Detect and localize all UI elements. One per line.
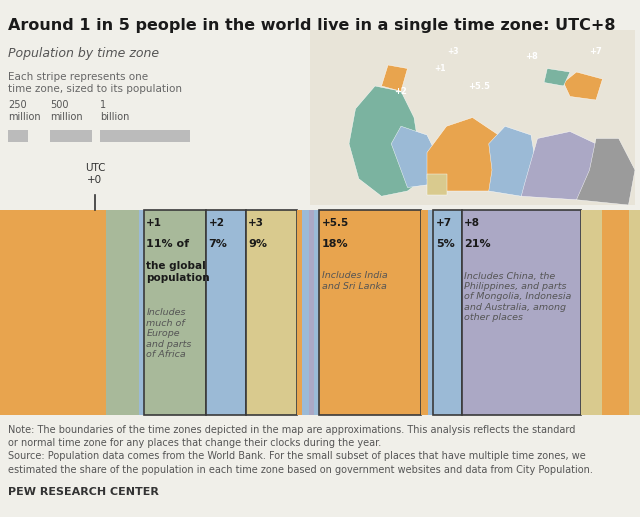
Polygon shape (563, 72, 602, 100)
Text: +8: +8 (464, 218, 480, 228)
Text: +5.5: +5.5 (468, 82, 490, 90)
Bar (206, 210, 246, 415)
Text: +1: +1 (147, 218, 163, 228)
Text: PEW RESEARCH CENTER: PEW RESEARCH CENTER (8, 487, 159, 497)
Polygon shape (577, 139, 635, 205)
Bar (55, 210, 64, 415)
Bar (41, 210, 48, 415)
Bar (461, 210, 580, 415)
Bar (132, 210, 139, 415)
Text: 500
million: 500 million (50, 100, 83, 121)
Text: Note: The boundaries of the time zones depicted in the map are approximations. T: Note: The boundaries of the time zones d… (8, 425, 593, 475)
Polygon shape (544, 68, 570, 86)
Bar (428, 210, 433, 415)
Text: Includes
much of
Europe
and parts
of Africa: Includes much of Europe and parts of Afr… (147, 309, 191, 359)
Polygon shape (427, 117, 505, 191)
Polygon shape (427, 174, 447, 194)
Text: +1: +1 (435, 64, 445, 73)
Polygon shape (381, 65, 408, 91)
Bar (308, 210, 314, 415)
Bar (0, 210, 35, 415)
Polygon shape (489, 126, 538, 196)
Polygon shape (521, 131, 602, 200)
Text: 7%: 7% (209, 239, 227, 249)
Bar (71, 210, 85, 415)
Text: the global
population: the global population (147, 261, 210, 283)
Bar (48, 210, 55, 415)
Bar (35, 210, 41, 415)
Text: UTC
+0: UTC +0 (84, 163, 105, 185)
Text: Each stripe represents one: Each stripe represents one (8, 72, 148, 82)
Bar (139, 210, 144, 415)
Bar (628, 210, 640, 415)
Bar (301, 210, 308, 415)
Bar (116, 210, 125, 415)
Bar (433, 210, 461, 415)
Text: +8: +8 (525, 52, 538, 61)
Bar (64, 210, 71, 415)
Bar (144, 210, 206, 415)
Bar (106, 210, 116, 415)
Text: 5%: 5% (436, 239, 454, 249)
Text: 1
billion: 1 billion (100, 100, 129, 121)
Text: +7: +7 (589, 47, 602, 55)
Bar (580, 210, 602, 415)
Bar (602, 210, 623, 415)
Text: +3: +3 (447, 47, 459, 55)
Text: 21%: 21% (464, 239, 491, 249)
Text: Population by time zone: Population by time zone (8, 47, 159, 60)
Text: 250
million: 250 million (8, 100, 40, 121)
Text: +5.5: +5.5 (322, 218, 349, 228)
Text: +2: +2 (209, 218, 225, 228)
Bar (623, 210, 628, 415)
Polygon shape (391, 126, 440, 188)
Text: Includes India
and Sri Lanka: Includes India and Sri Lanka (322, 271, 388, 291)
Text: +3: +3 (248, 218, 264, 228)
Text: Around 1 in 5 people in the world live in a single time zone: UTC+8: Around 1 in 5 people in the world live i… (8, 18, 616, 33)
Bar (421, 210, 428, 415)
Text: +2: +2 (395, 87, 408, 96)
Text: 11% of: 11% of (147, 239, 189, 249)
Text: 18%: 18% (322, 239, 348, 249)
Bar (314, 210, 319, 415)
Text: Includes China, the
Philippines, and parts
of Mongolia, Indonesia
and Australia,: Includes China, the Philippines, and par… (464, 271, 572, 322)
Text: +7: +7 (436, 218, 452, 228)
Polygon shape (349, 86, 424, 196)
Bar (85, 210, 106, 415)
Bar (125, 210, 132, 415)
Bar (246, 210, 296, 415)
Text: time zone, sized to its population: time zone, sized to its population (8, 84, 182, 94)
Text: 9%: 9% (248, 239, 268, 249)
Bar (296, 210, 301, 415)
Bar (319, 210, 421, 415)
